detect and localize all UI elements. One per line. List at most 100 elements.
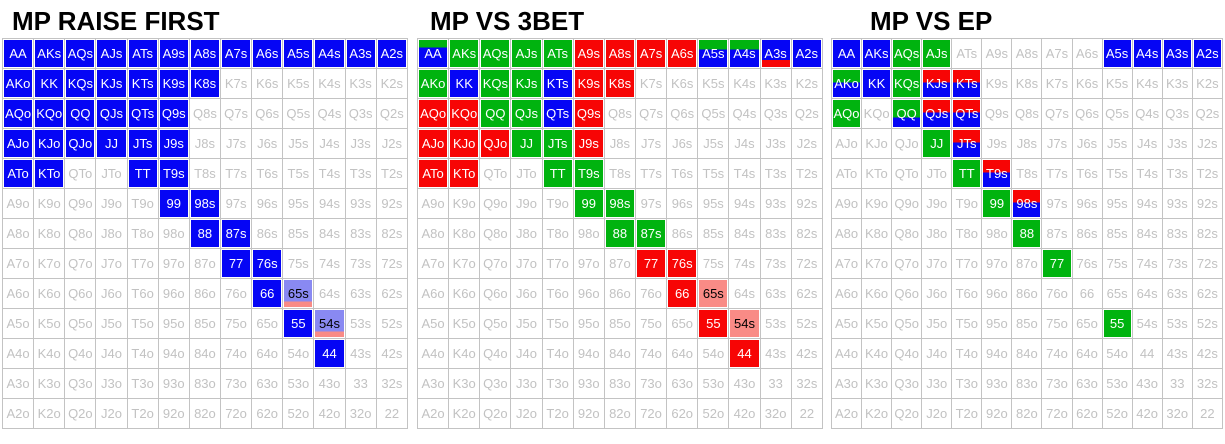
hand-cell-QQ: QQ bbox=[479, 98, 512, 129]
hand-cell-KJs: KJs bbox=[95, 68, 128, 99]
hand-cell-T3o: T3o bbox=[126, 368, 159, 399]
hand-cell-77: 77 bbox=[219, 248, 253, 279]
hand-cell-73o: 73o bbox=[634, 368, 668, 399]
hand-cell-KJo: KJo bbox=[448, 128, 481, 159]
hand-cell-22: 22 bbox=[375, 398, 409, 429]
hand-cell-T4o: T4o bbox=[126, 338, 159, 369]
hand-cell-K5s: K5s bbox=[1101, 68, 1133, 99]
hand-cell-KTs: KTs bbox=[951, 68, 983, 99]
hand-cell-77: 77 bbox=[1041, 248, 1073, 279]
hand-cell-Q7s: Q7s bbox=[634, 98, 668, 129]
hand-cell-A3o: A3o bbox=[830, 368, 863, 399]
hand-cell-85s: 85s bbox=[1101, 218, 1133, 249]
hand-cell-Q9s: Q9s bbox=[157, 98, 190, 129]
hand-cell-AKs: AKs bbox=[448, 38, 481, 69]
hand-cell-KQs: KQs bbox=[64, 68, 97, 99]
hand-cell-J8o: J8o bbox=[95, 218, 128, 249]
hand-cell-75s: 75s bbox=[697, 248, 730, 279]
hand-cell-54s: 54s bbox=[1131, 308, 1163, 339]
hand-cell-KQs: KQs bbox=[891, 68, 923, 99]
hand-cell-62o: 62o bbox=[1071, 398, 1103, 429]
hand-cell-76o: 76o bbox=[1041, 278, 1073, 309]
hand-cell-KK: KK bbox=[861, 68, 893, 99]
hand-cell-A9s: A9s bbox=[157, 38, 190, 69]
hand-cell-J8o: J8o bbox=[921, 218, 953, 249]
range-row: A2o K2o Q2o J2o T2o 92o 82o 72o 62o 52o 42o 32o 22 bbox=[1, 398, 409, 429]
hand-cell-Q3s: Q3s bbox=[344, 98, 377, 129]
hand-cell-J2o: J2o bbox=[95, 398, 128, 429]
range-row: A8o K8o Q8o J8o T8o 98o 88 87s 86s 85s 84s 83s 82s bbox=[1, 218, 409, 249]
hand-cell-ATo: ATo bbox=[416, 158, 450, 189]
hand-cell-K3o: K3o bbox=[861, 368, 893, 399]
hand-cell-76o: 76o bbox=[219, 278, 253, 309]
hand-cell-JTo: JTo bbox=[510, 158, 543, 189]
hand-cell-K7s: K7s bbox=[634, 68, 668, 99]
hand-cell-T6s: T6s bbox=[666, 158, 699, 189]
range-row: AQo KQo QQ QJs QTs Q9s Q8s Q7s Q6s Q5s Q4s Q3s Q2s bbox=[1, 98, 409, 129]
hand-cell-75o: 75o bbox=[219, 308, 253, 339]
hand-cell-87o: 87o bbox=[603, 248, 636, 279]
hand-cell-82o: 82o bbox=[1011, 398, 1043, 429]
hand-cell-88: 88 bbox=[603, 218, 636, 249]
hand-cell-A7o: A7o bbox=[1, 248, 35, 279]
hand-cell-22: 22 bbox=[790, 398, 824, 429]
hand-cell-T2s: T2s bbox=[1191, 158, 1224, 189]
hand-cell-82s: 82s bbox=[790, 218, 824, 249]
hand-cell-K4o: K4o bbox=[33, 338, 66, 369]
hand-cell-A5o: A5o bbox=[416, 308, 450, 339]
hand-cell-54o: 54o bbox=[697, 338, 730, 369]
hand-cell-83s: 83s bbox=[344, 218, 377, 249]
hand-cell-T6s: T6s bbox=[1071, 158, 1103, 189]
hand-cell-A7o: A7o bbox=[830, 248, 863, 279]
hand-cell-94s: 94s bbox=[728, 188, 761, 219]
hand-cell-93o: 93o bbox=[981, 368, 1013, 399]
hand-cell-54o: 54o bbox=[1101, 338, 1133, 369]
hand-cell-Q4o: Q4o bbox=[64, 338, 97, 369]
hand-cell-Q6o: Q6o bbox=[64, 278, 97, 309]
hand-cell-A8s: A8s bbox=[603, 38, 636, 69]
hand-cell-Q3o: Q3o bbox=[891, 368, 923, 399]
hand-cell-AKs: AKs bbox=[861, 38, 893, 69]
range-row: AJo KJo QJo JJ JTs J9s J8s J7s J6s J5s J4s J3s J2s bbox=[416, 128, 824, 159]
hand-cell-A9s: A9s bbox=[981, 38, 1013, 69]
range-row: A3o K3o Q3o J3o T3o 93o 83o 73o 63o 53o 43o 33 32s bbox=[416, 368, 824, 399]
hand-cell-T4o: T4o bbox=[541, 338, 574, 369]
hand-cell-98s: 98s bbox=[188, 188, 221, 219]
hand-cell-A8o: A8o bbox=[416, 218, 450, 249]
hand-cell-K8s: K8s bbox=[1011, 68, 1043, 99]
hand-cell-AKo: AKo bbox=[830, 68, 863, 99]
range-grid-mp-vs-ep: MP VS EP AA AKs AQs AJs ATs A9s A8s A7s A6s A5s A4… bbox=[830, 4, 1224, 429]
hand-cell-K5o: K5o bbox=[448, 308, 481, 339]
hand-cell-52s: 52s bbox=[790, 308, 824, 339]
hand-cell-T2s: T2s bbox=[790, 158, 824, 189]
hand-cell-T4s: T4s bbox=[728, 158, 761, 189]
hand-cell-76s: 76s bbox=[666, 248, 699, 279]
hand-cell-42o: 42o bbox=[313, 398, 346, 429]
range-row: A6o K6o Q6o J6o T6o 96o 86o 76o 66 65s 64s 63s 62s bbox=[830, 278, 1224, 309]
hand-cell-55: 55 bbox=[1101, 308, 1133, 339]
hand-cell-T3s: T3s bbox=[1161, 158, 1193, 189]
hand-cell-AQo: AQo bbox=[416, 98, 450, 129]
hand-cell-99: 99 bbox=[157, 188, 190, 219]
hand-cell-42o: 42o bbox=[728, 398, 761, 429]
hand-cell-Q2s: Q2s bbox=[790, 98, 824, 129]
hand-cell-QJs: QJs bbox=[95, 98, 128, 129]
hand-cell-62s: 62s bbox=[1191, 278, 1224, 309]
hand-cell-AQs: AQs bbox=[64, 38, 97, 69]
hand-cell-66: 66 bbox=[1071, 278, 1103, 309]
hand-cell-Q2s: Q2s bbox=[375, 98, 409, 129]
hand-cell-54o: 54o bbox=[282, 338, 315, 369]
range-row: A3o K3o Q3o J3o T3o 93o 83o 73o 63o 53o 43o 33 32s bbox=[830, 368, 1224, 399]
hand-cell-K9s: K9s bbox=[157, 68, 190, 99]
hand-cell-K8s: K8s bbox=[188, 68, 221, 99]
hand-cell-A4o: A4o bbox=[416, 338, 450, 369]
hand-cell-52o: 52o bbox=[697, 398, 730, 429]
hand-cell-97s: 97s bbox=[634, 188, 668, 219]
hand-cell-K5o: K5o bbox=[861, 308, 893, 339]
hand-cell-AQo: AQo bbox=[1, 98, 35, 129]
range-row: A2o K2o Q2o J2o T2o 92o 82o 72o 62o 52o 42o 32o 22 bbox=[830, 398, 1224, 429]
hand-cell-95s: 95s bbox=[697, 188, 730, 219]
hand-cell-32o: 32o bbox=[1161, 398, 1193, 429]
hand-cell-97s: 97s bbox=[1041, 188, 1073, 219]
hand-cell-TT: TT bbox=[951, 158, 983, 189]
